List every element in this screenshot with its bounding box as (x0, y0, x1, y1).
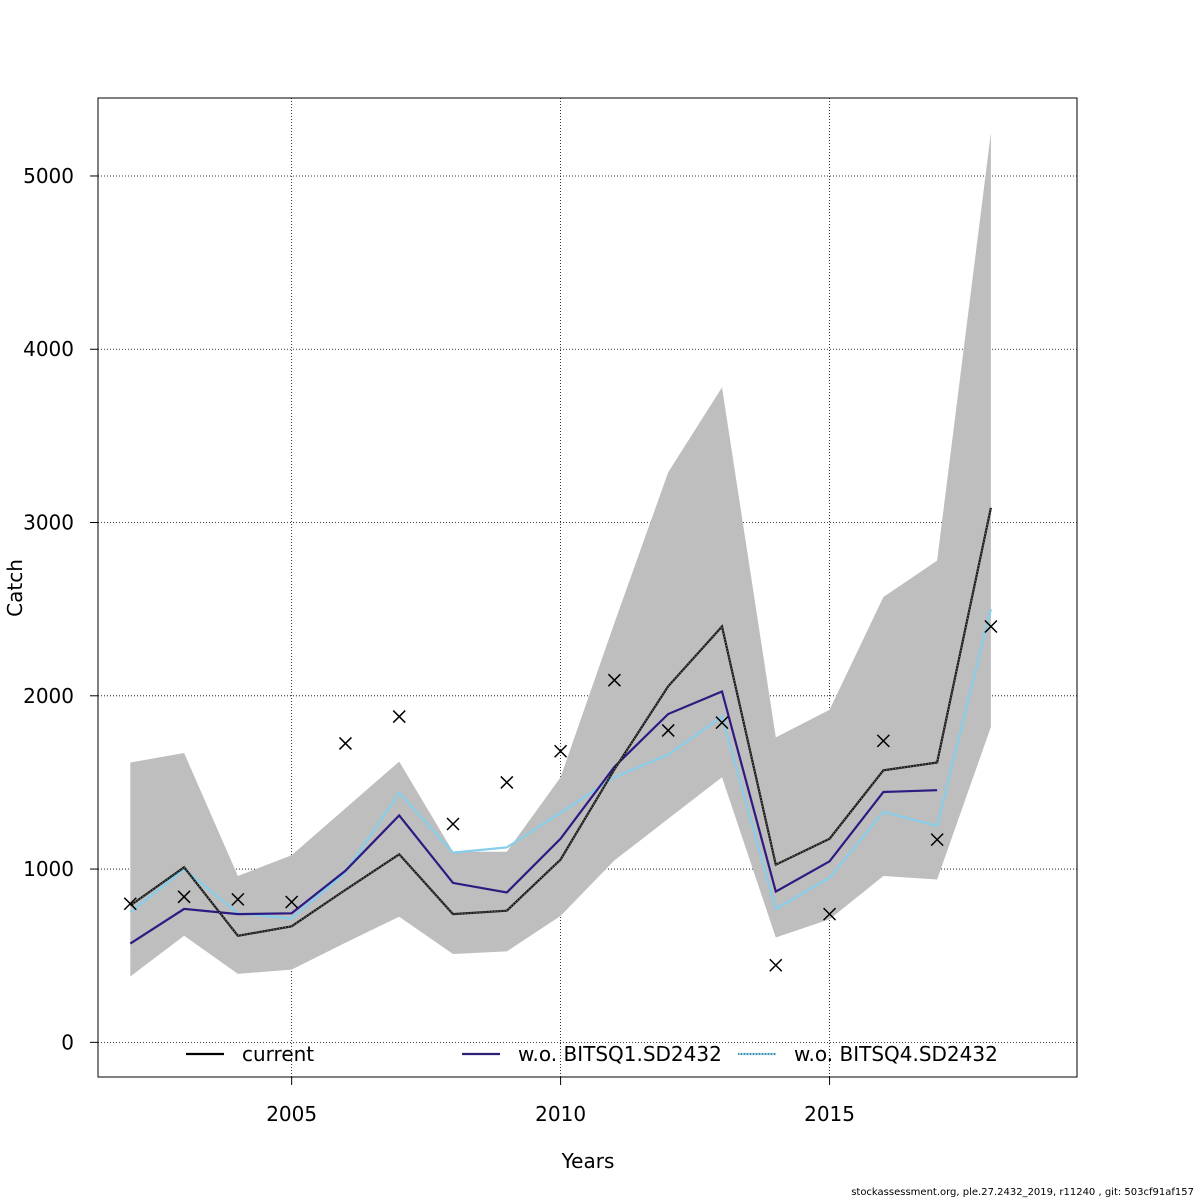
x-axis: 2005 2010 2015 (266, 1077, 855, 1126)
series-line-bitsq4 (129, 608, 992, 920)
observed-point (823, 907, 837, 921)
observed-point (446, 817, 460, 831)
y-tick-label: 2000 (23, 684, 74, 708)
x-tick-label: 2015 (804, 1102, 855, 1126)
observed-points (123, 619, 998, 972)
legend-label: w.o. BITSQ1.SD2432 (518, 1042, 722, 1066)
y-tick-label: 1000 (23, 857, 74, 881)
x-tick-label: 2010 (535, 1102, 586, 1126)
y-tick-label: 3000 (23, 511, 74, 535)
legend-label: w.o. BITSQ4.SD2432 (794, 1042, 998, 1066)
observed-point (984, 619, 998, 634)
observed-point (231, 892, 245, 906)
confidence-band (130, 132, 991, 977)
observed-point (930, 833, 944, 847)
x-axis-title: Years (561, 1149, 615, 1173)
confidence-band-area (130, 132, 991, 977)
legend: current w.o. BITSQ1.SD2432 w.o. BITSQ4.SD2… (186, 1042, 998, 1066)
observed-point (123, 897, 137, 911)
observed-point (285, 895, 299, 909)
legend-label: current (242, 1042, 314, 1066)
observed-point (554, 744, 568, 758)
y-tick-label: 0 (61, 1030, 74, 1054)
observed-point (715, 716, 729, 730)
y-axis: 0 1000 2000 3000 4000 5000 (23, 164, 98, 1054)
y-tick-label: 5000 (23, 164, 74, 188)
observed-point (392, 710, 406, 724)
observed-point (876, 734, 890, 748)
observed-point (177, 890, 191, 904)
series-line-bitsq1 (129, 689, 938, 945)
plot-frame (97, 97, 1078, 1078)
x-tick-label: 2005 (266, 1102, 317, 1126)
y-axis-title: Catch (3, 559, 27, 617)
footer-caption: stockassessment.org, ple.27.2432_2019, r… (851, 1187, 1194, 1198)
observed-point (500, 775, 514, 789)
observed-point (661, 723, 675, 737)
series-lines (129, 507, 992, 945)
observed-point (338, 736, 352, 750)
observed-point (607, 673, 621, 687)
y-tick-label: 4000 (23, 337, 74, 361)
observed-point (769, 958, 783, 972)
series-line-current-dots (130, 507, 992, 937)
